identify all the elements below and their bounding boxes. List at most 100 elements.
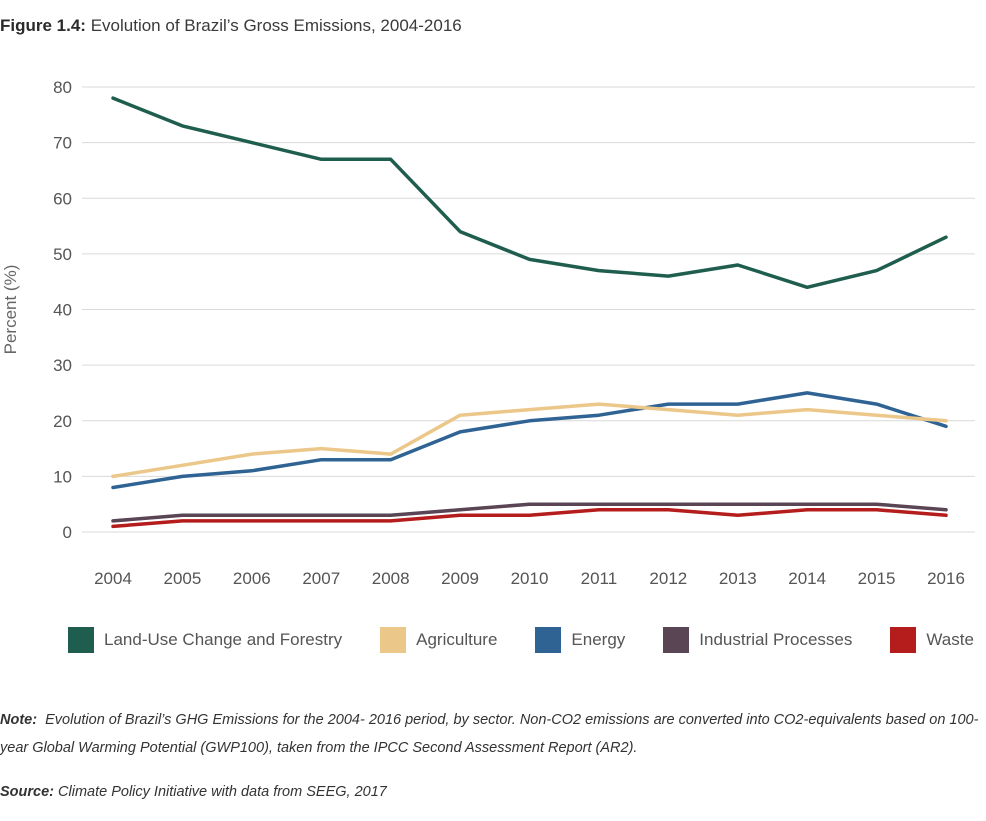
data-point [181, 520, 183, 522]
data-point [320, 514, 322, 516]
series-line-agriculture [111, 402, 948, 479]
series-land-use-change-and-forestry [111, 96, 948, 290]
series-line-industrial-processes [111, 502, 948, 523]
data-point [667, 403, 669, 405]
y-tick-label: 40 [53, 301, 72, 320]
x-tick-label: 2004 [94, 569, 132, 588]
data-point [806, 392, 808, 394]
series-energy [111, 391, 948, 490]
data-point [459, 431, 461, 433]
data-point [737, 514, 739, 516]
data-point [251, 453, 253, 455]
source-label: Source: [0, 784, 54, 800]
figure-label: Figure 1.4: [0, 16, 86, 35]
data-point [459, 509, 461, 511]
legend-item: Energy [535, 627, 625, 653]
legend-item: Waste [890, 627, 974, 653]
legend-swatch [380, 627, 407, 653]
series-line-energy [111, 391, 948, 490]
data-point [112, 525, 114, 527]
source-text: Climate Policy Initiative with data from… [58, 784, 387, 800]
data-point [181, 125, 183, 127]
legend-item: Agriculture [380, 627, 497, 653]
data-point [320, 448, 322, 450]
data-point [806, 409, 808, 411]
data-point [598, 414, 600, 416]
data-point [390, 158, 392, 160]
legend-label: Waste [926, 630, 974, 649]
data-point [181, 514, 183, 516]
data-point [251, 514, 253, 516]
x-tick-label: 2013 [719, 569, 757, 588]
legend-label: Land-Use Change and Forestry [104, 630, 343, 649]
legend: Land-Use Change and Forestry Agriculture E… [68, 627, 974, 653]
x-tick-label: 2007 [302, 569, 340, 588]
data-point [598, 270, 600, 272]
x-tick-label: 2011 [581, 569, 618, 588]
x-tick-label: 2010 [511, 569, 549, 588]
series-line-waste [111, 508, 948, 529]
x-tick-label: 2014 [788, 569, 826, 588]
legend-swatch [890, 627, 917, 653]
data-point [876, 414, 878, 416]
series-lines [111, 96, 948, 529]
data-point [737, 503, 739, 505]
data-point [945, 420, 947, 422]
data-point [529, 409, 530, 411]
note: Note: Evolution of Brazil’s GHG Emission… [0, 706, 984, 762]
data-point [945, 509, 947, 511]
data-point [806, 286, 808, 288]
y-axis-label: Percent (%) [1, 265, 20, 355]
legend-label: Energy [571, 630, 626, 649]
data-point [667, 503, 669, 505]
data-point [945, 425, 947, 427]
data-point [112, 97, 114, 99]
data-point [598, 403, 600, 405]
data-point [181, 464, 183, 466]
data-point [529, 514, 530, 516]
data-point [667, 509, 669, 511]
x-tick-label: 2015 [858, 569, 896, 588]
series-waste [111, 508, 948, 529]
data-point [390, 514, 392, 516]
data-point [737, 264, 739, 266]
data-point [251, 470, 253, 472]
data-point [112, 475, 114, 477]
data-point [945, 514, 947, 516]
data-point [112, 487, 114, 488]
y-tick-label: 20 [53, 412, 72, 431]
legend-item: Land-Use Change and Forestry [68, 627, 342, 653]
y-tick-label: 10 [53, 467, 72, 486]
data-point [529, 503, 530, 505]
data-point [945, 236, 947, 238]
data-point [251, 142, 253, 144]
series-agriculture [111, 402, 948, 479]
legend-swatch [535, 627, 562, 653]
y-tick-label: 80 [53, 78, 72, 97]
data-point [112, 520, 114, 522]
data-point [251, 520, 253, 522]
x-tick-label: 2016 [927, 569, 965, 588]
data-point [598, 509, 600, 511]
data-point [737, 414, 739, 416]
source: Source: Climate Policy Initiative with d… [0, 784, 387, 800]
data-point [459, 414, 461, 416]
series-industrial-processes [111, 502, 948, 523]
data-point [876, 509, 878, 511]
legend-item: Industrial Processes [663, 627, 852, 653]
legend-swatch [68, 627, 94, 653]
data-point [806, 509, 808, 511]
data-point [459, 514, 461, 516]
x-tick-label: 2009 [441, 569, 479, 588]
data-point [667, 409, 669, 411]
x-tick-label: 2008 [372, 569, 410, 588]
data-point [181, 475, 183, 477]
data-point [390, 459, 392, 461]
legend-label: Agriculture [416, 630, 498, 649]
legend-swatch [663, 627, 690, 653]
x-tick-labels: 2004 2005 2006 2007 2008 2009 2010 2011 2012 2013… [94, 569, 965, 588]
x-tick-label: 2006 [233, 569, 271, 588]
data-point [320, 520, 322, 522]
y-tick-label: 50 [53, 245, 72, 264]
